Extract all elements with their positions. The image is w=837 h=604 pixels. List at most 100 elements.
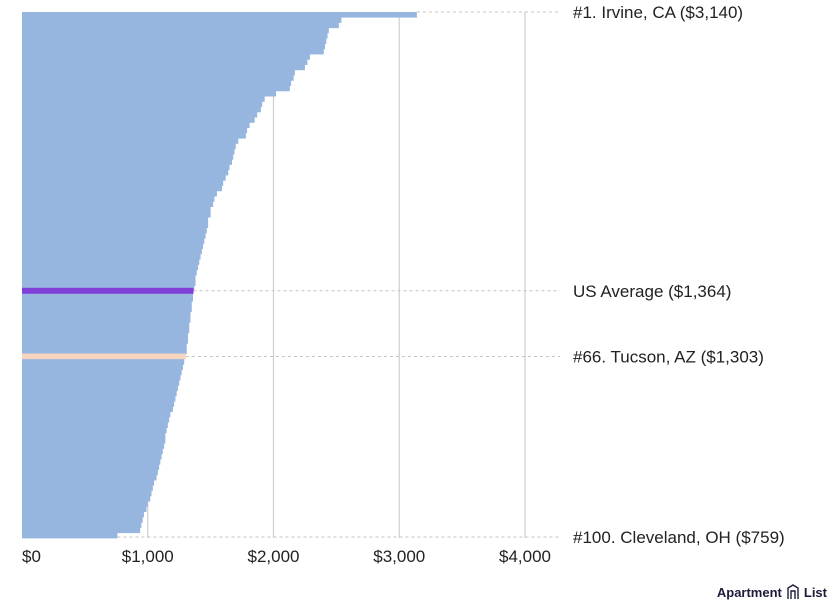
bar bbox=[22, 275, 196, 281]
bar bbox=[22, 159, 233, 165]
bar bbox=[22, 532, 118, 539]
bar bbox=[22, 59, 308, 65]
x-tick-label: $3,000 bbox=[373, 547, 425, 566]
bar bbox=[22, 495, 151, 502]
bar bbox=[22, 301, 192, 307]
bar bbox=[22, 132, 246, 139]
bar bbox=[22, 406, 173, 413]
bar bbox=[22, 185, 222, 192]
annotation-label: US Average ($1,364) bbox=[573, 282, 731, 301]
bar bbox=[22, 206, 211, 213]
bar bbox=[22, 474, 157, 481]
bar bbox=[22, 516, 143, 523]
bar bbox=[22, 385, 178, 392]
bar bbox=[22, 280, 196, 286]
bar bbox=[22, 464, 160, 470]
bar bbox=[22, 306, 192, 313]
bar bbox=[22, 348, 187, 355]
x-tick-label: $2,000 bbox=[248, 547, 300, 566]
bar bbox=[22, 22, 339, 29]
bar bbox=[22, 264, 199, 271]
bar bbox=[22, 395, 176, 402]
bar bbox=[22, 217, 209, 223]
bar bbox=[22, 317, 191, 323]
bar bbox=[22, 106, 261, 113]
bar bbox=[22, 322, 190, 328]
bar bbox=[22, 327, 190, 334]
average-bar bbox=[22, 287, 194, 294]
bar bbox=[22, 169, 229, 176]
bar bbox=[22, 75, 294, 81]
bar bbox=[22, 27, 329, 34]
bar bbox=[22, 343, 187, 349]
bars bbox=[22, 12, 417, 539]
bar bbox=[22, 443, 165, 449]
bar bbox=[22, 211, 211, 218]
bar bbox=[22, 148, 235, 155]
bar bbox=[22, 90, 277, 97]
x-tick-label: $1,000 bbox=[122, 547, 174, 566]
annotations: #1. Irvine, CA ($3,140) US Average ($1,36… bbox=[573, 3, 785, 547]
bar bbox=[22, 438, 166, 444]
bar bbox=[22, 122, 250, 129]
bar bbox=[22, 101, 263, 108]
bar bbox=[22, 332, 188, 339]
bar bbox=[22, 80, 292, 86]
bar bbox=[22, 12, 417, 18]
bar bbox=[22, 54, 310, 60]
bar bbox=[22, 64, 305, 71]
highlight-bar bbox=[22, 353, 186, 360]
bar bbox=[22, 43, 326, 50]
bar bbox=[22, 417, 170, 423]
annotation-label: #66. Tucson, AZ ($1,303) bbox=[573, 348, 764, 367]
bar bbox=[22, 38, 327, 44]
bar bbox=[22, 522, 142, 528]
bar bbox=[22, 69, 295, 76]
bar bbox=[22, 269, 197, 276]
bar bbox=[22, 374, 181, 381]
bar bbox=[22, 232, 206, 239]
bar bbox=[22, 196, 215, 202]
bar bbox=[22, 422, 168, 428]
annotation-label: #100. Cleveland, OH ($759) bbox=[573, 528, 785, 547]
bar bbox=[22, 17, 342, 23]
bar bbox=[22, 164, 230, 171]
bar bbox=[22, 432, 166, 439]
bar bbox=[22, 296, 194, 302]
bar bbox=[22, 227, 207, 234]
bar bbox=[22, 154, 234, 160]
bar bbox=[22, 380, 180, 386]
bar bbox=[22, 180, 224, 186]
bar bbox=[22, 222, 209, 229]
brand-logo: Apartment List bbox=[717, 584, 827, 600]
bar bbox=[22, 85, 290, 92]
bar bbox=[22, 111, 258, 118]
bar bbox=[22, 33, 328, 39]
bar bbox=[22, 259, 200, 265]
annotation-label: #1. Irvine, CA ($3,140) bbox=[573, 3, 743, 22]
bar bbox=[22, 364, 183, 371]
bar bbox=[22, 411, 171, 418]
x-tick-label: $0 bbox=[22, 547, 41, 566]
bar bbox=[22, 453, 162, 460]
bar bbox=[22, 501, 148, 507]
bar bbox=[22, 238, 205, 244]
bar bbox=[22, 143, 236, 150]
bar bbox=[22, 390, 177, 397]
bar bbox=[22, 506, 147, 513]
brand-name-2: List bbox=[803, 584, 827, 600]
bar bbox=[22, 459, 161, 465]
bar bbox=[22, 127, 248, 134]
bar bbox=[22, 401, 175, 407]
bar bbox=[22, 359, 185, 365]
bar bbox=[22, 201, 214, 207]
bar bbox=[22, 448, 163, 455]
bar bbox=[22, 253, 201, 260]
bar bbox=[22, 248, 202, 255]
bar bbox=[22, 338, 188, 344]
bar bbox=[22, 511, 144, 518]
bar bbox=[22, 243, 204, 250]
bar bbox=[22, 369, 182, 376]
bar bbox=[22, 527, 141, 534]
